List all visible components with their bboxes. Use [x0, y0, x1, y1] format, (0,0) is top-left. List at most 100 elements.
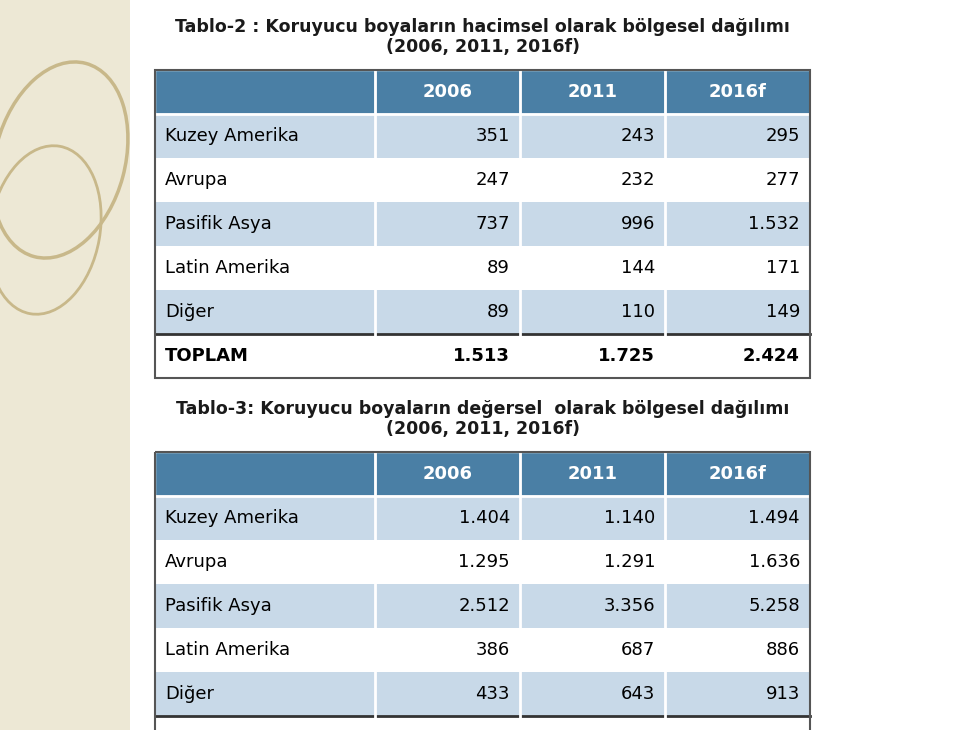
Bar	[375, 672, 520, 716]
Text: 886: 886	[766, 641, 800, 659]
Text: 10.182: 10.182	[731, 729, 800, 730]
Text: 1.725: 1.725	[598, 347, 655, 365]
Text: 1.295: 1.295	[458, 553, 510, 571]
Bar	[155, 540, 375, 584]
Text: Diğer: Diğer	[165, 303, 214, 321]
Bar	[375, 290, 520, 334]
Text: 110: 110	[621, 303, 655, 321]
Bar	[375, 716, 520, 730]
Text: Pasifik Asya: Pasifik Asya	[165, 215, 272, 233]
Text: 144: 144	[620, 259, 655, 277]
Bar	[155, 496, 375, 540]
Text: 1.494: 1.494	[749, 509, 800, 527]
Text: Diğer: Diğer	[165, 685, 214, 703]
Text: 687: 687	[621, 641, 655, 659]
Text: 6.031: 6.031	[453, 729, 510, 730]
Bar	[155, 584, 375, 628]
Bar	[665, 290, 810, 334]
Text: 2.512: 2.512	[458, 597, 510, 615]
Text: TOPLAM: TOPLAM	[165, 729, 249, 730]
Text: 643: 643	[620, 685, 655, 703]
Text: Avrupa: Avrupa	[165, 553, 228, 571]
Bar	[375, 452, 520, 496]
Bar	[375, 496, 520, 540]
Bar	[375, 246, 520, 290]
Bar	[155, 246, 375, 290]
Text: 1.532: 1.532	[749, 215, 800, 233]
Bar	[155, 202, 375, 246]
Text: TOPLAM: TOPLAM	[165, 347, 249, 365]
Text: 232: 232	[620, 171, 655, 189]
Bar	[155, 114, 375, 158]
Text: 7.117: 7.117	[598, 729, 655, 730]
Bar	[155, 158, 375, 202]
Bar	[375, 628, 520, 672]
Bar	[155, 70, 810, 378]
Text: Avrupa: Avrupa	[165, 171, 228, 189]
Bar	[520, 70, 665, 114]
Text: 89: 89	[487, 259, 510, 277]
Bar	[520, 628, 665, 672]
Bar	[375, 584, 520, 628]
Bar	[665, 672, 810, 716]
Text: 5.258: 5.258	[749, 597, 800, 615]
Text: Tablo-3: Koruyucu boyaların değersel  olarak bölgesel dağılımı: Tablo-3: Koruyucu boyaların değersel ola…	[176, 400, 789, 418]
Bar	[520, 334, 665, 378]
Text: Kuzey Amerika: Kuzey Amerika	[165, 509, 299, 527]
Text: (2006, 2011, 2016f): (2006, 2011, 2016f)	[386, 38, 580, 56]
Text: 913: 913	[766, 685, 800, 703]
Bar	[665, 70, 810, 114]
Bar	[130, 0, 960, 730]
Text: 247: 247	[475, 171, 510, 189]
Text: 277: 277	[765, 171, 800, 189]
Text: Kuzey Amerika: Kuzey Amerika	[165, 127, 299, 145]
Text: 386: 386	[476, 641, 510, 659]
Bar	[665, 540, 810, 584]
Text: 1.636: 1.636	[749, 553, 800, 571]
Bar	[520, 202, 665, 246]
Bar	[665, 158, 810, 202]
Bar	[520, 672, 665, 716]
Bar	[375, 158, 520, 202]
Text: 1.513: 1.513	[453, 347, 510, 365]
Text: 996: 996	[620, 215, 655, 233]
Text: 2006: 2006	[422, 465, 472, 483]
Text: 2011: 2011	[567, 83, 617, 101]
Bar	[155, 452, 375, 496]
Bar	[665, 114, 810, 158]
Bar	[520, 114, 665, 158]
Bar	[155, 70, 375, 114]
Bar	[520, 496, 665, 540]
Bar	[665, 452, 810, 496]
Text: 149: 149	[766, 303, 800, 321]
Bar	[375, 70, 520, 114]
Text: 2006: 2006	[422, 83, 472, 101]
Bar	[665, 584, 810, 628]
Text: 3.356: 3.356	[604, 597, 655, 615]
Text: 2011: 2011	[567, 465, 617, 483]
Text: 1.140: 1.140	[604, 509, 655, 527]
Bar	[155, 628, 375, 672]
Text: 351: 351	[475, 127, 510, 145]
Bar	[375, 334, 520, 378]
Bar	[520, 158, 665, 202]
Bar	[375, 114, 520, 158]
Text: 433: 433	[475, 685, 510, 703]
Bar	[375, 202, 520, 246]
Text: 2016f: 2016f	[708, 83, 766, 101]
Text: 295: 295	[765, 127, 800, 145]
Text: 2.424: 2.424	[743, 347, 800, 365]
Bar	[520, 452, 665, 496]
Bar	[375, 540, 520, 584]
Bar	[155, 290, 375, 334]
Bar	[155, 672, 375, 716]
Text: 243: 243	[620, 127, 655, 145]
Text: 737: 737	[475, 215, 510, 233]
Bar	[520, 716, 665, 730]
Text: Pasifik Asya: Pasifik Asya	[165, 597, 272, 615]
Bar	[520, 584, 665, 628]
Bar	[665, 496, 810, 540]
Bar	[520, 290, 665, 334]
Text: 1.404: 1.404	[459, 509, 510, 527]
Bar	[520, 246, 665, 290]
